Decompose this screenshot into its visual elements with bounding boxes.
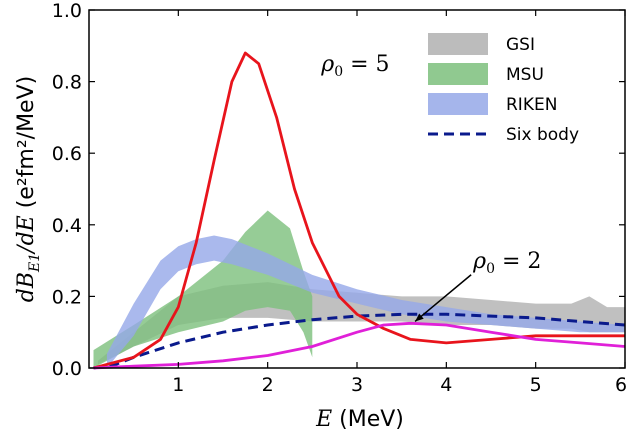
x-tick-label: 1 (172, 374, 184, 396)
y-tick-label: 1.0 (52, 0, 82, 22)
y-axis-title: dBE1/dE (e²fm²/MeV) (14, 76, 43, 302)
y-axis-ticks: 0.0 0.2 0.4 0.6 0.8 1.0 (52, 0, 625, 380)
legend-swatch (428, 63, 488, 85)
legend: GSI MSU RIKEN Six body (428, 33, 579, 145)
y-tick-label: 0.6 (52, 143, 82, 165)
annotations: ρ0 = 5 ρ0 = 2 (320, 52, 541, 323)
x-tick-label: 4 (440, 374, 452, 396)
legend-label: GSI (506, 35, 535, 55)
legend-swatch (428, 33, 488, 55)
legend-swatch (428, 93, 488, 115)
annotation-arrowhead (415, 313, 424, 322)
annotation-label: ρ0 = 5 (320, 52, 389, 80)
x-tick-label: 5 (530, 374, 542, 396)
series-lines (93, 51, 626, 370)
x-axis-ticks: 1 2 3 4 5 6 (172, 10, 627, 396)
x-axis-title: E (MeV) (315, 407, 404, 432)
x-tick-label: 6 (615, 374, 627, 396)
line-six-body (93, 312, 626, 370)
x-tick-label: 2 (262, 374, 274, 396)
annotation-label: ρ0 = 2 (472, 249, 541, 277)
legend-label: Six body (506, 125, 579, 145)
y-tick-label: 0.2 (52, 286, 82, 308)
legend-label: MSU (506, 65, 544, 85)
x-tick-label: 3 (351, 374, 363, 396)
y-tick-label: 0.8 (52, 72, 82, 94)
line-rho0-5 (93, 51, 625, 370)
legend-label: RIKEN (506, 95, 557, 115)
y-tick-label: 0.4 (52, 215, 82, 237)
band-riken (106, 235, 625, 368)
uncertainty-bands (93, 210, 625, 368)
line-rho0-2 (93, 321, 626, 370)
y-tick-label: 0.0 (52, 358, 82, 380)
annotation-arrow (414, 274, 472, 323)
